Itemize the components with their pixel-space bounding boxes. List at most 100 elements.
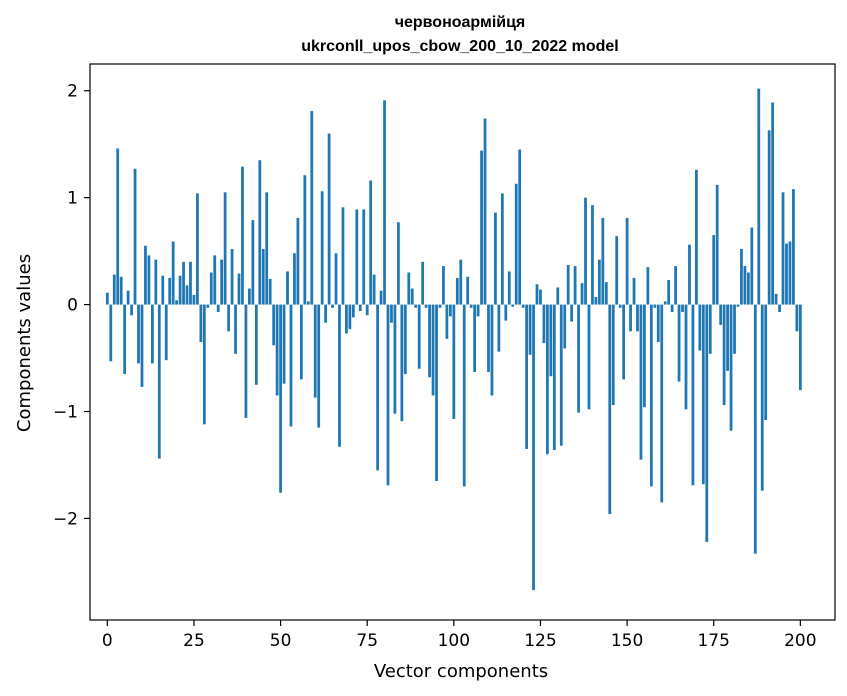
bar: [144, 245, 147, 305]
bar: [570, 304, 574, 322]
bar: [393, 304, 397, 414]
bar: [341, 207, 345, 305]
bar: [327, 133, 331, 305]
bar: [431, 304, 435, 396]
bar: [552, 304, 556, 450]
bar: [573, 266, 577, 305]
bar: [133, 168, 137, 305]
bar: [199, 304, 203, 342]
bar: [147, 255, 151, 305]
bar: [112, 274, 116, 305]
bar: [507, 271, 511, 305]
bars-group: [105, 88, 802, 591]
bar: [386, 304, 390, 486]
bar: [202, 304, 206, 425]
x-tick-label: 200: [784, 631, 816, 651]
bar: [535, 284, 539, 305]
bar: [168, 277, 172, 305]
bar: [504, 304, 508, 321]
y-axis-ticks: −2 −1 0 1 2: [53, 82, 90, 529]
y-tick-label: 1: [67, 189, 78, 209]
bar: [334, 253, 338, 305]
plot-area-frame: [89, 63, 836, 621]
bar: [798, 304, 802, 391]
bar: [289, 304, 293, 427]
bar: [788, 241, 792, 305]
bar: [632, 277, 636, 305]
bar: [455, 277, 459, 305]
bar: [324, 304, 328, 323]
bar: [248, 288, 251, 305]
bar: [303, 175, 307, 305]
bar: [597, 259, 601, 305]
bar: [137, 304, 140, 364]
bar: [383, 100, 386, 305]
bar: [722, 304, 726, 406]
bar: [317, 304, 321, 428]
bar: [175, 300, 179, 305]
bar: [518, 149, 522, 305]
bar: [272, 304, 276, 346]
bar: [452, 304, 456, 419]
bar: [483, 118, 487, 305]
bar: [397, 222, 400, 305]
bar: [209, 272, 213, 305]
bar: [608, 304, 612, 515]
x-tick-label: 0: [102, 631, 113, 651]
bar: [223, 192, 227, 305]
x-tick-label: 150: [611, 631, 643, 651]
bar: [331, 304, 334, 308]
bar: [376, 304, 379, 471]
bar: [736, 304, 740, 307]
bar: [320, 191, 324, 305]
y-axis-label: Components values: [14, 254, 35, 432]
x-tick-label: 50: [270, 631, 292, 651]
bar: [171, 241, 175, 305]
bar: [591, 205, 594, 305]
bar: [688, 244, 691, 305]
bar: [275, 304, 279, 396]
chart-title-line2: ukrconll_upos_cbow_200_10_2022 model: [301, 38, 618, 55]
bar: [469, 304, 473, 308]
bar: [733, 304, 736, 354]
bar: [345, 304, 348, 334]
bar: [130, 304, 133, 316]
bar: [261, 248, 265, 305]
bar: [355, 209, 359, 305]
bar: [781, 192, 785, 305]
bar: [296, 217, 300, 305]
bar: [424, 304, 428, 308]
bar: [164, 304, 168, 361]
bar: [417, 304, 421, 369]
bar: [310, 111, 314, 305]
bar: [757, 88, 761, 305]
bar: [559, 304, 563, 446]
bar: [119, 276, 123, 305]
bar: [691, 304, 695, 486]
bar: [695, 169, 698, 305]
bar: [123, 304, 127, 375]
x-tick-label: 75: [356, 631, 378, 651]
bar: [639, 304, 643, 460]
bar: [656, 304, 660, 342]
bar: [760, 304, 764, 491]
bar: [109, 304, 113, 362]
bar: [546, 304, 549, 455]
bar: [629, 304, 632, 332]
bar: [400, 304, 404, 422]
bar: [740, 248, 743, 305]
bar: [653, 304, 657, 308]
bar: [753, 304, 757, 554]
bar: [365, 304, 369, 316]
bar: [462, 304, 466, 487]
bar: [514, 183, 518, 305]
bar: [494, 212, 497, 305]
bar: [490, 304, 494, 396]
bar: [698, 304, 702, 351]
bar: [351, 304, 355, 318]
bar: [348, 304, 352, 330]
bar: [580, 283, 584, 305]
bar: [549, 304, 553, 377]
bar: [161, 275, 165, 305]
